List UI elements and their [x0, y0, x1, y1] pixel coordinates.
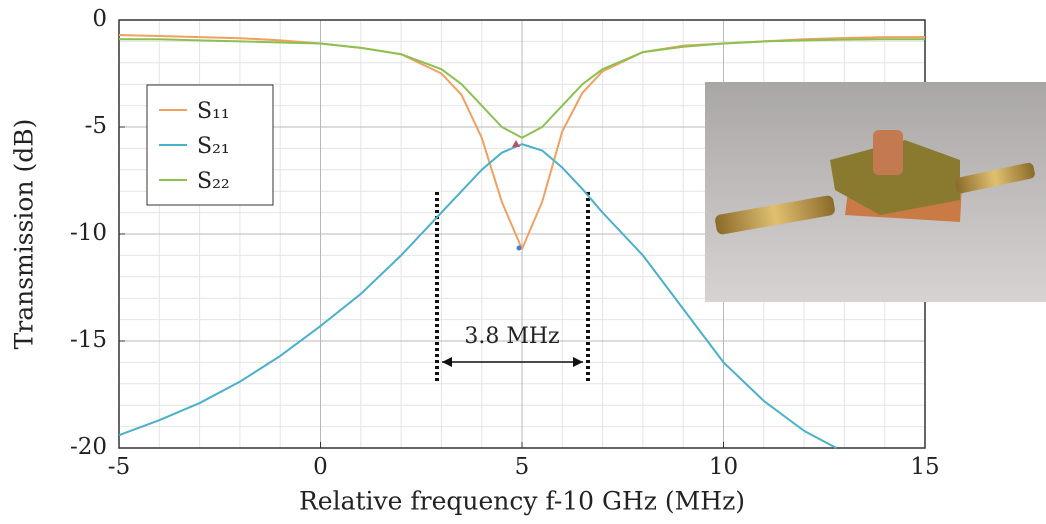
y-tick-label: -20 — [70, 434, 107, 460]
marker-dip — [516, 245, 522, 251]
y-tick-label: -15 — [70, 327, 107, 353]
legend-label: S₂₂ — [197, 169, 230, 194]
photo-inset — [705, 82, 1046, 302]
bandwidth-annotation: 3.8 MHz — [435, 192, 590, 383]
connector-right — [955, 162, 1035, 194]
series-line — [119, 38, 925, 139]
legend: S₁₁ S₂₁ S₂₂ — [146, 84, 274, 206]
annotation-text: 3.8 MHz — [464, 324, 559, 349]
legend-label: S₂₁ — [197, 134, 230, 159]
x-tick-label: 10 — [709, 454, 738, 480]
connector-left — [715, 195, 835, 235]
x-axis-title: Relative frequency f-10 GHz (MHz) — [299, 487, 745, 516]
y-axis-title: Transmission (dB) — [10, 119, 39, 350]
x-tick-label: 5 — [515, 454, 530, 480]
x-tick-label: 15 — [910, 454, 939, 480]
pcb — [830, 140, 960, 215]
x-tick-label: 0 — [313, 454, 328, 480]
x-tick-label: -5 — [108, 454, 130, 480]
series-line — [118, 143, 837, 449]
y-tick-label: 0 — [92, 6, 107, 32]
tuning-post — [873, 130, 903, 175]
y-tick-label: -10 — [70, 220, 107, 246]
y-tick-label: -5 — [85, 113, 107, 139]
legend-label: S₁₁ — [197, 99, 230, 124]
marker-peak — [512, 140, 520, 147]
